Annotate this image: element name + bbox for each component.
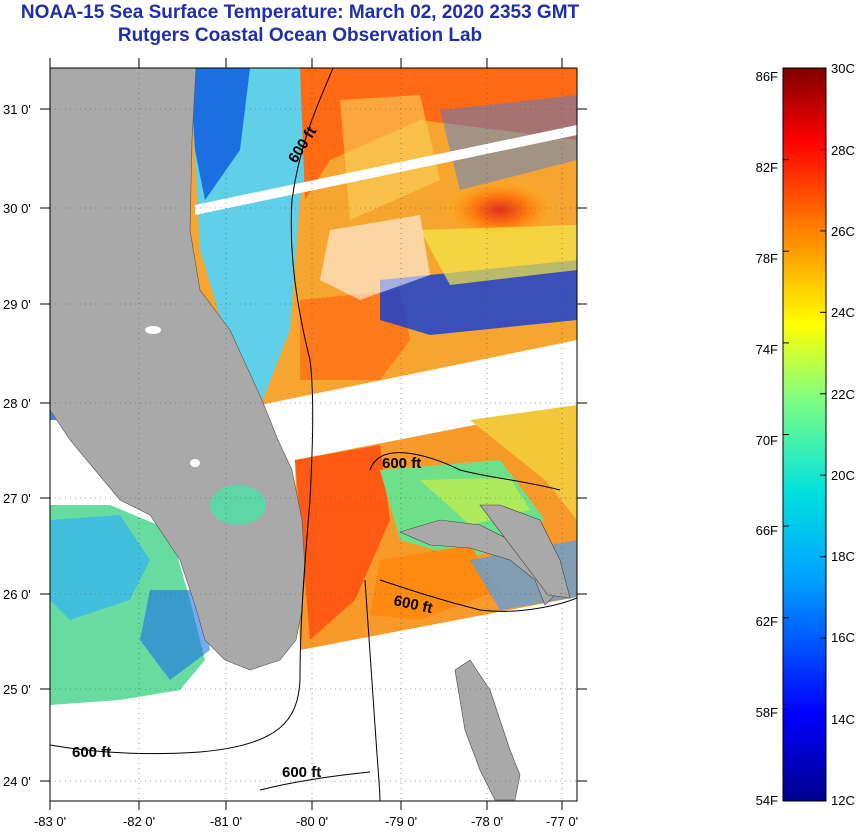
longitude-labels: -83 0' -82 0' -81 0' -80 0' -79 0' -78 0… [34,814,578,829]
colorbar-f-label: 54F [756,793,778,808]
contour-label-600ft: 600 ft [72,744,111,761]
colorbar-f-label: 70F [756,433,778,448]
colorbar-f-label: 78F [756,251,778,266]
colorbar-c-label: 16C [831,630,855,645]
lat-tick-label: 24 0' [3,774,31,789]
lon-tick-label: -78 0' [471,814,503,829]
colorbar-f-label: 66F [756,523,778,538]
map-title: NOAA-15 Sea Surface Temperature: March 0… [20,2,580,23]
colorbar-gradient [782,67,827,802]
lat-tick-label: 29 0' [3,297,31,312]
lat-tick-label: 28 0' [3,396,31,411]
andros-land [454,659,521,801]
sst-swath-north [190,68,577,405]
colorbar-f-label: 74F [756,342,778,357]
colorbar-f-label: 58F [756,705,778,720]
colorbar-c-label: 22C [831,387,855,402]
lon-tick-label: -82 0' [123,814,155,829]
lon-tick-label: -79 0' [385,814,417,829]
colorbar-c-label: 30C [831,61,855,76]
colorbar-c-label: 18C [831,549,855,564]
contour-label-600ft: 600 ft [282,764,321,781]
colorbar-f-label: 86F [756,69,778,84]
lon-tick-label: -81 0' [210,814,242,829]
colorbar-f-label: 62F [756,614,778,629]
lon-tick-label: -77 0' [546,814,578,829]
abaco-land [479,504,571,599]
lon-tick-label: -80 0' [296,814,328,829]
depth-contours [50,68,577,801]
colorbar-ticks [783,67,826,802]
colorbar-c-label: 26C [831,224,855,239]
colorbar-c-label: 24C [831,305,855,320]
plot-frame [49,67,578,802]
lat-tick-label: 30 0' [3,201,31,216]
temperature-colorbar: 86F 82F 78F 74F 70F 66F 62F 58F 54F 30C … [756,61,855,808]
axis-ticks [40,58,587,810]
colorbar-c-label: 20C [831,468,855,483]
colorbar-f-label: 82F [756,160,778,175]
lake-okeechobee [210,485,266,525]
map-plot-area: 600 ft 600 ft 600 ft 600 ft 600 ft [50,68,577,801]
map-subtitle: Rutgers Coastal Ocean Observation Lab [117,25,483,46]
lat-tick-label: 27 0' [3,491,31,506]
graticule [50,68,577,801]
colorbar-c-label: 28C [831,143,855,158]
latitude-labels: 31 0' 30 0' 29 0' 28 0' 27 0' 26 0' 25 0… [3,102,31,789]
lon-tick-label: -83 0' [34,814,66,829]
colorbar-c-label: 14C [831,712,855,727]
lat-tick-label: 31 0' [3,102,31,117]
lat-tick-label: 26 0' [3,587,31,602]
colorbar-c-label: 12C [831,793,855,808]
lat-tick-label: 25 0' [3,682,31,697]
contour-label-600ft: 600 ft [382,455,421,472]
